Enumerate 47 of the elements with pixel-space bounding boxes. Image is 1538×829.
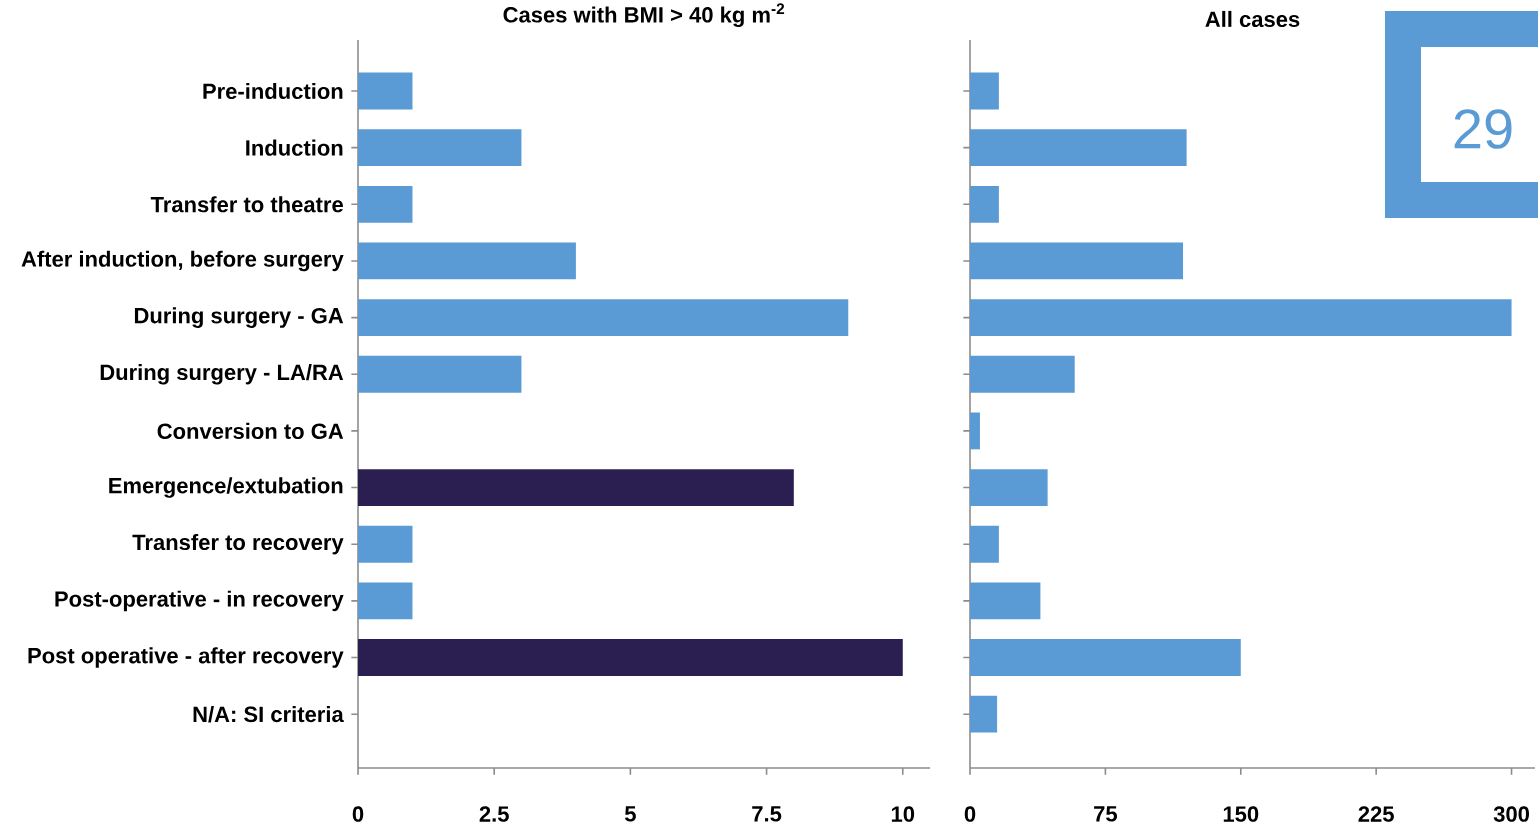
- annotation: 29: [1454, 109, 1512, 149]
- y-tick-label: During surgery - LA/RA: [100, 363, 344, 385]
- bar: [970, 695, 998, 733]
- x-tick-label: 5: [624, 806, 636, 822]
- x-tick-label: 0: [964, 806, 976, 822]
- y-tick-label: Conversion to GA: [157, 422, 344, 439]
- y-tick-label: After induction, before surgery: [21, 250, 344, 272]
- chart-title: Cases with BMI > 40 kg m$^{-2}$: [503, 3, 785, 28]
- y-tick-label: N/A: SI criteria: [193, 706, 344, 723]
- x-tick-label: 10: [891, 806, 915, 822]
- bar: [970, 639, 1241, 676]
- y-tick-label: Pre-induction: [203, 82, 343, 100]
- x-tick-label: 2.5: [479, 806, 509, 822]
- bar: [970, 525, 999, 563]
- bar: [358, 469, 794, 506]
- y-tick-label: Emergence/extubation: [109, 477, 343, 498]
- bar: [970, 129, 1187, 167]
- x-tick-label: 300: [1493, 806, 1529, 822]
- bar: [970, 242, 1184, 280]
- y-tick-label: Induction: [246, 139, 343, 156]
- y-tick-label: Post-operative - in recovery: [55, 590, 344, 612]
- bar: [358, 185, 413, 223]
- y-tick-label: During surgery - GA: [134, 307, 344, 328]
- x-tick-label: 150: [1223, 806, 1259, 822]
- bar: [970, 185, 999, 223]
- chart-title: All cases: [1205, 10, 1300, 28]
- bar: [358, 525, 413, 563]
- bar: [358, 299, 849, 337]
- bar: [970, 582, 1041, 620]
- y-tick-label: Transfer to recovery: [132, 533, 344, 555]
- bar: [970, 355, 1075, 393]
- x-tick-label: 0: [352, 806, 364, 822]
- y-tick-label: Transfer to theatre: [150, 196, 343, 213]
- bar: [358, 355, 522, 393]
- bar: [358, 582, 413, 620]
- bar: [358, 639, 903, 676]
- x-tick-label: 75: [1094, 806, 1118, 822]
- bar: [358, 242, 576, 280]
- y-tick-label: Post operative - after recovery: [28, 647, 344, 668]
- bar: [358, 129, 522, 167]
- bar: [970, 469, 1048, 506]
- bar: [970, 299, 1512, 337]
- x-tick-label: 225: [1358, 806, 1394, 822]
- x-tick-label: 7.5: [752, 806, 782, 822]
- bar: [358, 72, 413, 110]
- bar: [970, 72, 999, 110]
- bar: [970, 412, 980, 450]
